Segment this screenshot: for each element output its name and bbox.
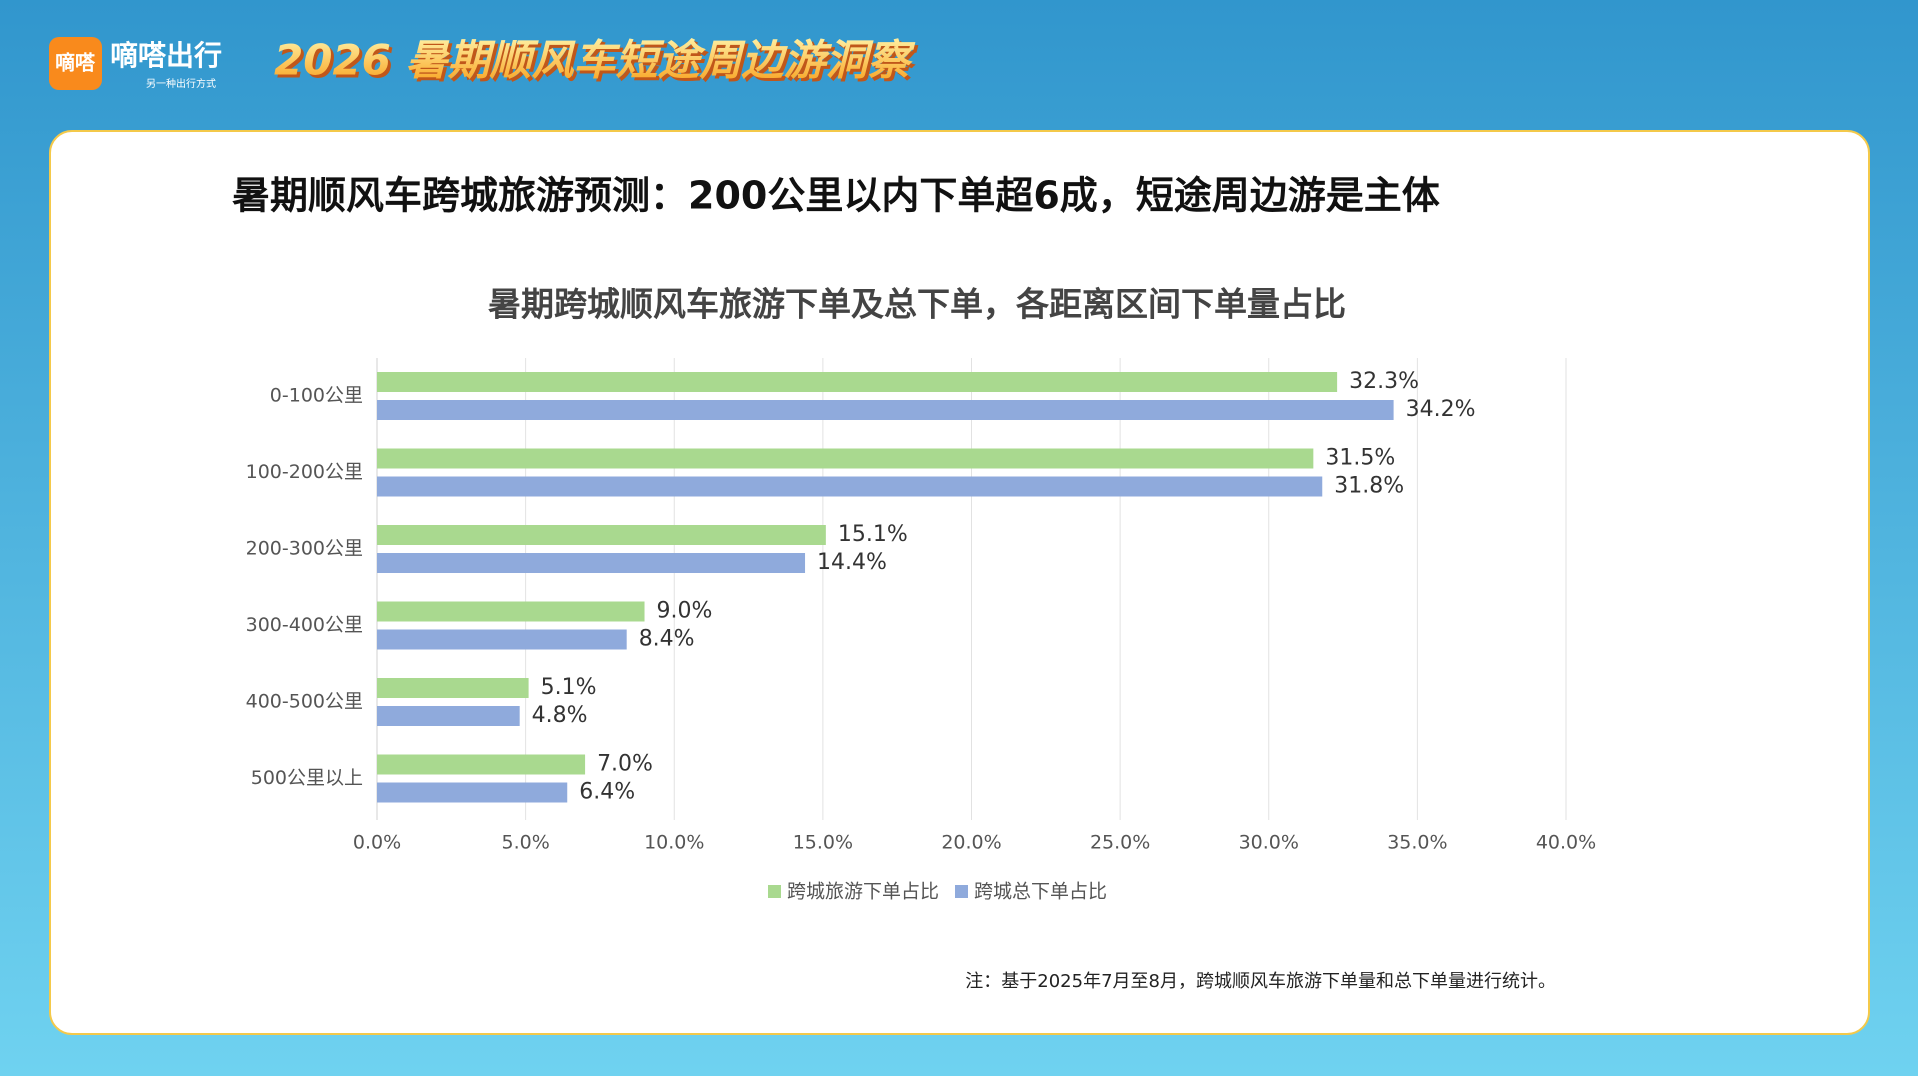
legend-swatch <box>955 885 968 898</box>
value-label: 34.2% <box>1406 397 1476 422</box>
bar <box>377 782 568 803</box>
value-label: 6.4% <box>579 780 635 805</box>
y-tick-label: 500公里以上 <box>251 767 363 789</box>
y-tick-label: 200-300公里 <box>246 538 363 560</box>
chart-title: 暑期跨城顺风车旅游下单及总下单，各距离区间下单量占比 <box>488 285 1346 324</box>
bar <box>377 400 1394 420</box>
value-label: 7.0% <box>597 752 653 777</box>
bar <box>377 553 806 573</box>
logo-text: 嘀嗒 <box>55 51 96 75</box>
headline: 暑期顺风车跨城旅游预测：200公里以内下单超6成，短途周边游是主体 <box>232 174 1440 218</box>
value-label: 15.1% <box>838 522 908 547</box>
y-tick-label: 300-400公里 <box>246 614 363 636</box>
value-label: 8.4% <box>639 627 695 652</box>
y-tick-label: 100-200公里 <box>246 461 363 483</box>
value-label: 14.4% <box>817 550 887 575</box>
bar <box>377 601 645 622</box>
title-shadow: 2026 暑期顺风车短途周边游洞察 <box>277 39 919 88</box>
value-label: 5.1% <box>541 675 597 700</box>
slogan: 另一种出行方式 <box>146 77 216 90</box>
bar <box>377 372 1338 392</box>
note: 注：基于2025年7月至8月，跨城顺风车旅游下单量和总下单量进行统计。 <box>965 971 1556 992</box>
x-tick-label: 5.0% <box>501 832 549 854</box>
x-tick-label: 30.0% <box>1239 832 1299 854</box>
logo <box>49 37 102 90</box>
value-label: 31.8% <box>1334 474 1404 499</box>
x-tick-label: 15.0% <box>793 832 853 854</box>
bar <box>377 706 520 726</box>
x-tick-label: 10.0% <box>644 832 704 854</box>
x-tick-label: 35.0% <box>1387 832 1447 854</box>
legend-label: 跨城旅游下单占比 <box>787 881 939 903</box>
brand: 嘀嗒出行 <box>110 39 222 72</box>
legend-swatch <box>768 885 781 898</box>
y-tick-label: 0-100公里 <box>270 385 363 407</box>
value-label: 32.3% <box>1349 369 1419 394</box>
bar <box>377 754 586 775</box>
bar <box>377 678 529 698</box>
x-tick-label: 25.0% <box>1090 832 1150 854</box>
bar <box>377 525 826 545</box>
bar <box>377 629 627 650</box>
value-label: 31.5% <box>1325 446 1395 471</box>
page-title: 2026 暑期顺风车短途周边游洞察 <box>274 36 916 85</box>
x-tick-label: 40.0% <box>1536 832 1596 854</box>
legend-label: 跨城总下单占比 <box>974 881 1107 903</box>
x-tick-label: 0.0% <box>353 832 401 854</box>
bar <box>377 448 1314 469</box>
x-tick-label: 20.0% <box>941 832 1001 854</box>
value-label: 4.8% <box>532 703 588 728</box>
value-label: 9.0% <box>657 599 713 624</box>
y-tick-label: 400-500公里 <box>246 691 363 713</box>
card <box>49 130 1870 1035</box>
bar <box>377 476 1323 497</box>
